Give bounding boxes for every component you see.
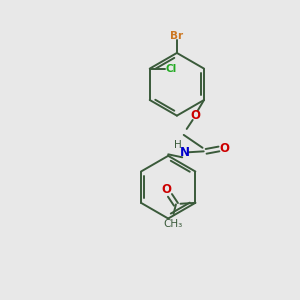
Text: N: N [180,146,190,159]
Text: O: O [190,109,200,122]
Text: H: H [174,140,182,150]
Text: Br: Br [170,31,183,41]
Text: Cl: Cl [166,64,177,74]
Text: CH₃: CH₃ [163,219,183,229]
Text: O: O [161,183,171,196]
Text: O: O [219,142,229,155]
